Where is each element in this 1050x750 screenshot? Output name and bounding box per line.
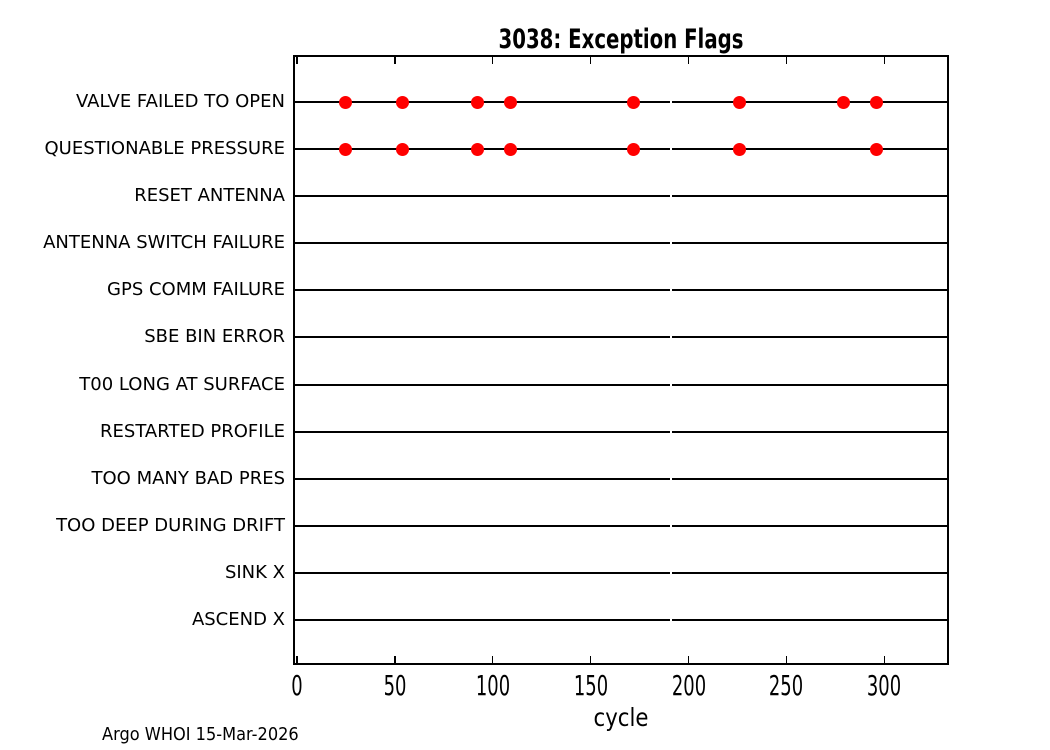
category-row-line — [293, 383, 670, 386]
data-point — [870, 142, 884, 156]
category-row-line — [672, 195, 949, 198]
data-point — [396, 142, 410, 156]
category-row-line — [293, 524, 670, 527]
footer-note: Argo WHOI 15-Mar-2026 — [102, 724, 299, 745]
x-tick-label: 100 — [475, 669, 510, 702]
category-row-line — [672, 383, 949, 386]
data-point — [339, 95, 353, 109]
category-row-line — [293, 336, 670, 339]
category-label: SBE BIN ERROR — [144, 326, 285, 348]
category-row-line — [672, 524, 949, 527]
x-tick-label: 250 — [769, 669, 804, 702]
x-tick — [785, 57, 788, 64]
category-label: RESTARTED PROFILE — [100, 420, 285, 442]
x-tick-label: 150 — [573, 669, 608, 702]
x-tick-label: 50 — [383, 669, 407, 702]
data-point — [470, 95, 484, 109]
data-point — [732, 95, 746, 109]
category-row-line — [293, 242, 670, 245]
category-row-line — [672, 101, 949, 103]
x-tick — [296, 656, 298, 663]
plot-area — [293, 55, 949, 665]
category-label: ANTENNA SWITCH FAILURE — [43, 232, 285, 254]
category-row-line — [672, 618, 949, 621]
category-row-line — [293, 430, 670, 433]
x-tick — [687, 656, 690, 663]
x-tick — [589, 57, 592, 64]
category-label: GPS COMM FAILURE — [107, 279, 285, 301]
x-tick — [687, 57, 690, 64]
category-row-line — [672, 336, 949, 339]
data-point — [339, 142, 353, 156]
category-row-line — [293, 571, 670, 574]
category-label: TOO DEEP DURING DRIFT — [56, 514, 285, 536]
data-point — [732, 142, 746, 156]
x-tick — [491, 57, 494, 64]
category-row-line — [293, 289, 670, 292]
x-tick — [394, 656, 396, 663]
category-row-line — [672, 477, 949, 480]
data-point — [503, 142, 517, 156]
data-point — [503, 95, 517, 109]
category-label: TOO MANY BAD PRES — [91, 467, 285, 489]
x-tick-label: 200 — [671, 669, 706, 702]
category-label: QUESTIONABLE PRESSURE — [44, 138, 285, 160]
x-axis-label: cycle — [593, 703, 649, 732]
category-row-line — [672, 148, 949, 151]
category-label: ASCEND X — [191, 608, 285, 630]
x-tick — [883, 57, 886, 64]
x-tick-label: 300 — [867, 669, 902, 702]
chart-title: 3038: Exception Flags — [498, 24, 744, 55]
x-tick — [296, 57, 298, 64]
category-row-line — [293, 195, 670, 198]
x-tick-label: 0 — [291, 669, 303, 702]
data-point — [627, 142, 641, 156]
data-point — [396, 95, 410, 109]
category-row-line — [293, 477, 670, 480]
category-row-line — [672, 242, 949, 245]
x-tick — [785, 656, 788, 663]
category-row-line — [672, 571, 949, 574]
data-point — [836, 95, 850, 109]
category-row-line — [672, 289, 949, 292]
category-row-line — [293, 618, 670, 621]
data-point — [627, 95, 641, 109]
x-tick — [491, 656, 494, 663]
x-tick — [589, 656, 592, 663]
x-tick — [394, 57, 396, 64]
data-point — [470, 142, 484, 156]
category-label: VALVE FAILED TO OPEN — [76, 91, 285, 112]
category-row-line — [672, 430, 949, 433]
x-tick — [883, 656, 886, 663]
category-label: T00 LONG AT SURFACE — [79, 373, 285, 395]
category-label: SINK X — [224, 561, 285, 583]
data-point — [870, 95, 884, 109]
category-label: RESET ANTENNA — [134, 185, 285, 207]
